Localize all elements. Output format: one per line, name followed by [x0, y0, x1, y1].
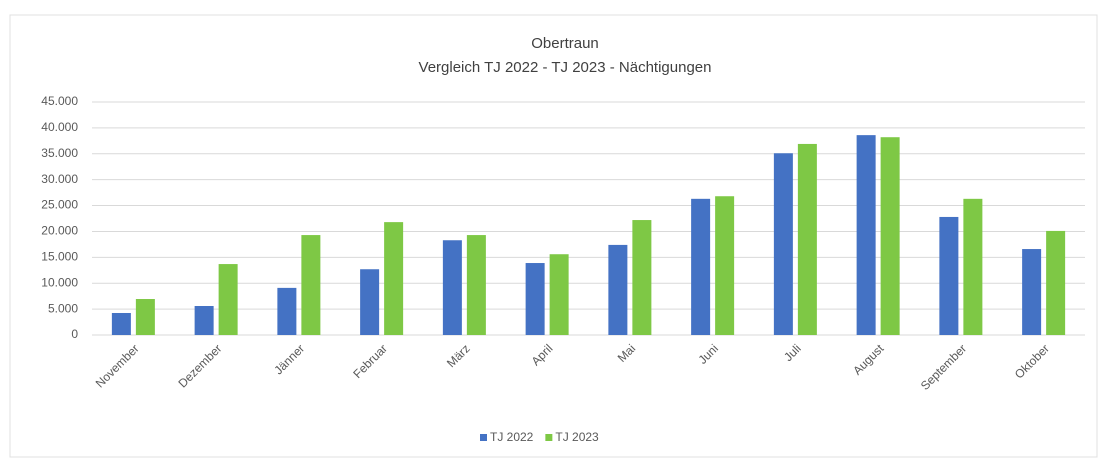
bar	[963, 198, 983, 335]
bar	[1046, 230, 1066, 335]
legend-label: TJ 2023	[555, 430, 599, 444]
chart-frame	[9, 14, 1098, 458]
bar	[1022, 249, 1042, 335]
y-tick-label: 5.000	[48, 301, 78, 315]
y-tick-label: 25.000	[41, 198, 78, 212]
legend-swatch	[480, 434, 487, 441]
bar	[525, 263, 545, 335]
bar	[880, 137, 900, 335]
bar	[797, 143, 817, 335]
bar	[939, 216, 959, 335]
bar	[608, 244, 628, 335]
bar	[194, 306, 214, 335]
bar	[384, 222, 404, 335]
y-tick-label: 0	[71, 327, 78, 341]
bar	[301, 235, 321, 335]
y-tick-label: 20.000	[41, 224, 78, 238]
bar	[135, 299, 155, 335]
legend-label: TJ 2022	[490, 430, 534, 444]
y-tick-label: 15.000	[41, 250, 78, 264]
chart-subtitle: Vergleich TJ 2022 - TJ 2023 - Nächtigung…	[419, 59, 712, 76]
y-tick-label: 35.000	[41, 146, 78, 160]
bar	[691, 198, 711, 335]
y-tick-label: 10.000	[41, 275, 78, 289]
bar	[856, 135, 876, 335]
bar	[442, 240, 462, 335]
y-tick-label: 40.000	[41, 120, 78, 134]
bar	[549, 254, 569, 335]
bar	[632, 220, 652, 335]
bar	[715, 196, 735, 335]
chart-title: Obertraun	[531, 35, 599, 52]
bar	[466, 235, 486, 335]
bar	[773, 153, 793, 335]
bar	[277, 287, 297, 335]
bar	[218, 264, 238, 335]
y-tick-label: 45.000	[41, 94, 78, 108]
y-tick-label: 30.000	[41, 172, 78, 186]
bar	[111, 312, 131, 335]
bar	[360, 269, 380, 335]
legend-swatch	[545, 434, 553, 441]
